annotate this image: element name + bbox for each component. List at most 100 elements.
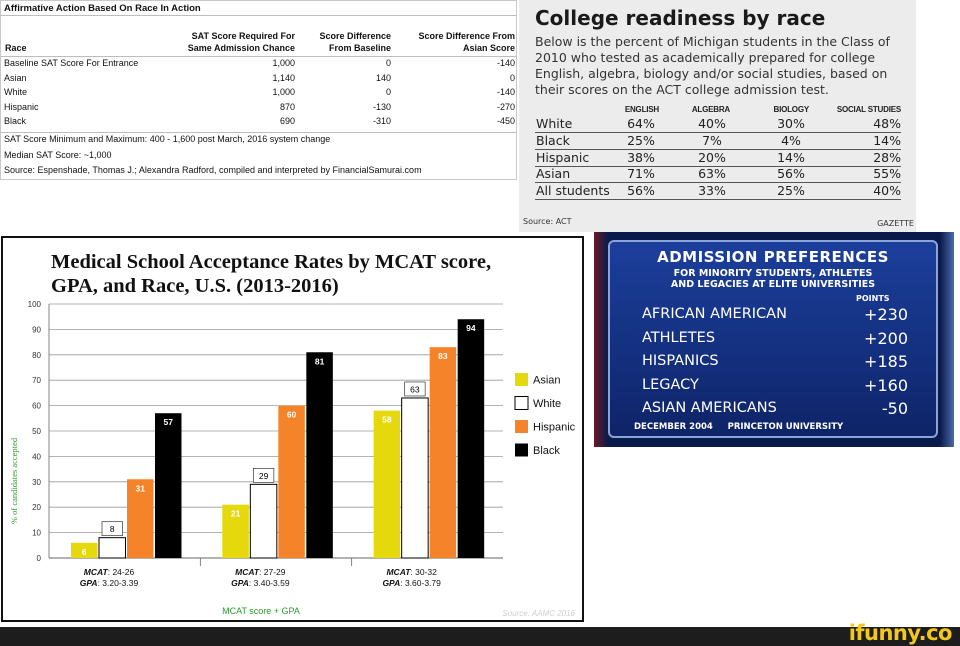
legend-label-white: White (533, 398, 561, 410)
readiness-row: All students 56% 33% 25% 40% (535, 183, 901, 201)
y-tick-label: 20 (32, 503, 41, 512)
preference-label: LEGACY (642, 376, 699, 393)
ifunny-logo[interactable]: ifunny.co (848, 621, 953, 645)
preference-row: HISPANICS +185 (642, 351, 908, 373)
legend-label-hispanic: Hispanic (533, 422, 576, 434)
readiness-value: 25% (627, 132, 655, 148)
legend-swatch-asian (515, 373, 528, 386)
gazette-brand: GAZETTE (877, 219, 914, 228)
table-cell-diff: 0 (385, 87, 391, 98)
chart-title-line2: GPA, and Race, U.S. (2013-2016) (51, 275, 339, 297)
bar-hispanic (429, 347, 457, 558)
table-note-median: Median SAT Score: ~1,000 (4, 150, 112, 160)
readiness-value: 14% (777, 149, 805, 165)
data-label-box (404, 381, 426, 397)
data-label: 8 (110, 524, 115, 534)
preference-row: LEGACY +160 (642, 375, 908, 397)
header-sat: SAT Score Required For Same Admission Ch… (161, 30, 295, 54)
table-cell-race: Hispanic (4, 101, 39, 112)
legend-swatch-white (514, 396, 529, 410)
readiness-value: 40% (873, 183, 901, 199)
readiness-group: Asian (536, 166, 571, 182)
mcat-chart: 0 10 20 30 40 50 60 70 80 90 100 % of candidates ac… (9, 300, 576, 618)
chyron-title: ADMISSION PREFERENCES (657, 248, 889, 266)
readiness-group: Black (536, 132, 570, 148)
preference-label: HISPANICS (642, 353, 719, 369)
col-header-algebra: ALGEBRA (691, 105, 730, 114)
data-label: 29 (259, 471, 269, 481)
table-cell-race: White (4, 87, 28, 98)
chyron-subtitle-line1: FOR MINORITY STUDENTS, ATHLETES (673, 268, 873, 279)
readiness-value: 25% (777, 183, 805, 199)
data-label: 21 (231, 509, 241, 519)
bar-asian (222, 504, 249, 558)
table-cell-diff: -310 (372, 116, 391, 127)
readiness-value: 71% (627, 166, 655, 182)
data-label: 60 (287, 410, 297, 420)
data-label: 94 (466, 323, 476, 333)
readiness-value: 4% (781, 132, 801, 148)
chyron-date: DECEMBER 2004 (634, 422, 713, 432)
readiness-group: All students (536, 183, 610, 199)
y-tick-label: 40 (32, 452, 41, 461)
footer-bar: ifunny.co (0, 621, 960, 646)
points-label: POINTS (856, 294, 890, 303)
preference-label: ATHLETES (642, 329, 716, 346)
x-axis-label: MCAT score + GPA (222, 606, 300, 616)
y-tick-label: 30 (32, 478, 41, 487)
col-header-biology: BIOLOGY (773, 105, 810, 114)
preference-row: ATHLETES +200 (642, 328, 908, 350)
y-tick-label: 10 (32, 529, 41, 538)
legend-label-black: Black (533, 445, 560, 457)
chyron-source: PRINCETON UNIVERSITY (727, 422, 844, 432)
header-asian-line1: Score Difference From (418, 31, 515, 41)
readiness-value: 38% (627, 149, 655, 165)
preference-points: -50 (881, 399, 908, 418)
preference-label: AFRICAN AMERICAN (642, 306, 787, 322)
header-sat-line1: SAT Score Required For (191, 31, 295, 41)
table-cell-diff: -130 (372, 101, 391, 112)
x-category-mcat: MCAT: 30-32 (386, 567, 437, 577)
table-cell-sat: 690 (279, 116, 295, 127)
table-cell-sat: 870 (279, 101, 295, 112)
preference-points: +230 (864, 305, 908, 324)
col-header-social-studies: SOCIAL STUDIES (836, 105, 901, 114)
header-asian-line2: Asian Score (462, 43, 515, 53)
readiness-row: Hispanic 38% 20% 14% 28% (535, 150, 901, 167)
bar-black (155, 413, 182, 558)
x-category-mcat: MCAT: 27-29 (235, 567, 286, 577)
readiness-value: 55% (873, 166, 901, 182)
table-cell-asian-diff: -450 (496, 116, 515, 127)
y-tick-label: 90 (32, 325, 41, 334)
readiness-row: Black 25% 7% 4% 14% (535, 133, 901, 150)
y-tick-label: 100 (28, 300, 42, 309)
bar-hispanic (278, 405, 305, 558)
affirmative-action-table-panel: Affirmative Action Based On Race In Acti… (0, 0, 517, 180)
college-readiness-panel: College readiness by race Below is the p… (519, 0, 916, 232)
readiness-value: 63% (698, 166, 726, 182)
bar-white (98, 537, 126, 559)
divider (1, 15, 516, 16)
y-tick-label: 50 (32, 427, 41, 436)
readiness-row: Asian 71% 63% 56% 55% (535, 166, 901, 184)
chyron-subtitle-line2: AND LEGACIES AT ELITE UNIVERSITIES (670, 279, 876, 290)
data-label: 58 (382, 415, 392, 425)
table-cell-diff: 140 (375, 72, 391, 83)
header-sat-line2: Same Admission Chance (187, 43, 295, 53)
readiness-group: White (536, 116, 573, 131)
y-tick-label: 0 (37, 554, 42, 563)
x-category-gpa: GPA: 3.40-3.59 (231, 578, 290, 588)
chyron-box (608, 240, 938, 438)
data-label: 57 (164, 417, 174, 427)
preference-points: +185 (864, 352, 908, 371)
readiness-value: 14% (873, 132, 901, 148)
bar-white (401, 397, 429, 559)
table-cell-asian-diff: -140 (496, 87, 515, 98)
chyron-footer: DECEMBER 2004 PRINCETON UNIVERSITY (634, 422, 843, 432)
readiness-row: White 64% 40% 30% 48% (535, 116, 901, 133)
header-asian-diff: Score Difference From Asian Score (396, 30, 515, 54)
legend-swatch-hispanic (515, 420, 528, 433)
readiness-value: 7% (702, 132, 722, 148)
bar-hispanic (127, 479, 154, 558)
divider (1, 56, 516, 57)
